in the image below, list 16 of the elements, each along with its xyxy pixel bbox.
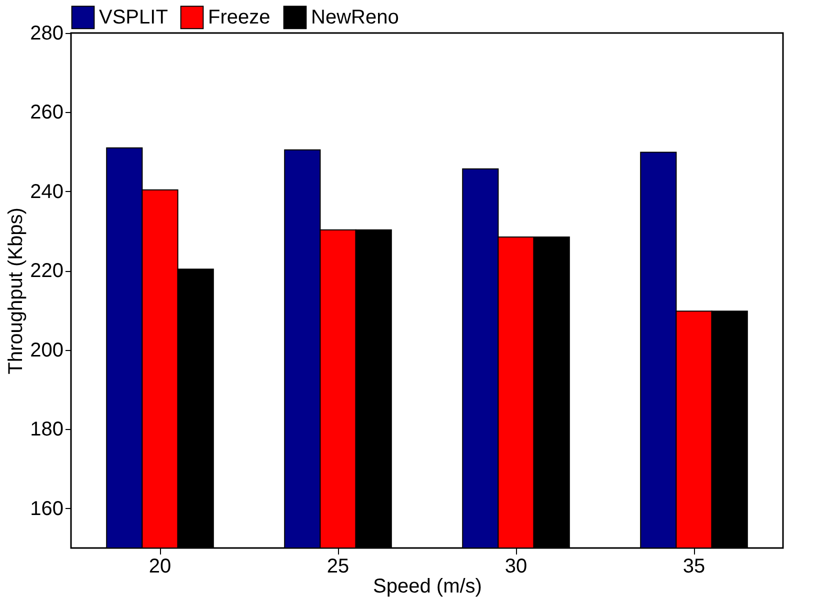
- x-tick-label: 20: [148, 556, 172, 578]
- legend-label: Freeze: [208, 6, 270, 28]
- y-tick-label: 220: [30, 260, 64, 282]
- legend-label: VSPLIT: [99, 6, 168, 28]
- y-axis-title: Throughput (Kbps): [5, 208, 28, 374]
- x-axis-title: Speed (m/s): [373, 576, 482, 598]
- x-tick-label: 35: [682, 556, 706, 578]
- y-tick-label: 240: [30, 180, 64, 203]
- legend-label: NewReno: [311, 6, 399, 28]
- x-tick-label: 30: [504, 556, 528, 578]
- y-tick-label: 260: [30, 102, 64, 124]
- y-tick-label: 180: [30, 418, 64, 441]
- x-tick-label: 25: [326, 556, 350, 578]
- y-tick-label: 200: [30, 339, 64, 362]
- y-tick-label: 160: [30, 498, 64, 520]
- y-tick-label: 280: [30, 22, 64, 44]
